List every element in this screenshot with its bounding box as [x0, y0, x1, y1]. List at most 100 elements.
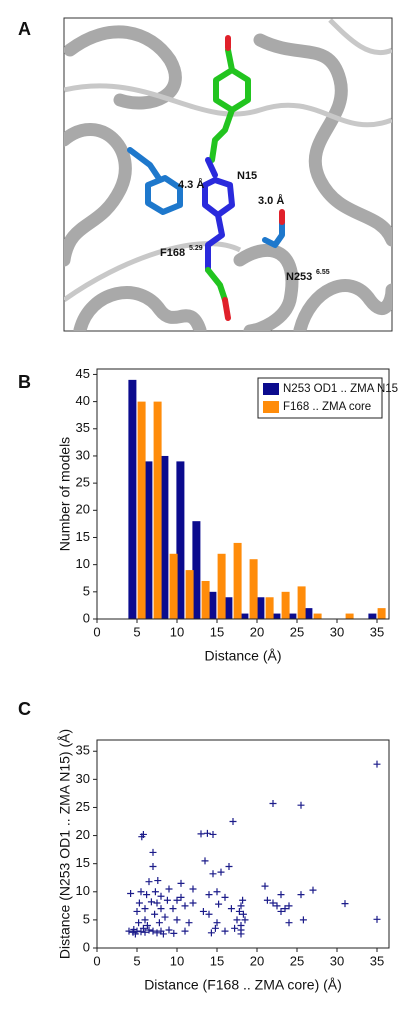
point	[211, 924, 219, 932]
x-tick-label: 35	[370, 624, 384, 639]
point	[125, 927, 133, 935]
y-tick-label: 25	[76, 799, 90, 814]
x-tick-label: 15	[210, 624, 224, 639]
point	[231, 924, 239, 932]
point	[237, 926, 245, 934]
y-tick-label: 0	[83, 939, 90, 954]
legend-swatch	[263, 401, 279, 413]
point	[149, 927, 157, 935]
point	[217, 868, 225, 876]
point	[205, 891, 213, 899]
x-tick-label: 10	[170, 953, 184, 968]
point	[127, 889, 135, 897]
bar	[249, 559, 258, 619]
point	[173, 896, 181, 904]
y-tick-label: 45	[76, 366, 90, 381]
point	[145, 878, 153, 886]
bar	[304, 608, 313, 619]
bar	[176, 461, 185, 619]
point	[130, 925, 138, 933]
bar	[297, 586, 306, 619]
bar	[224, 597, 233, 619]
point	[209, 830, 217, 838]
point	[141, 905, 149, 913]
point	[207, 929, 215, 937]
x-tick-label: 25	[290, 953, 304, 968]
y-axis-label: Distance (N253 OD1 .. ZMA N15) (Å)	[57, 729, 73, 959]
bar	[233, 542, 242, 619]
point	[263, 896, 271, 904]
point	[277, 891, 285, 899]
point	[341, 900, 349, 908]
point	[235, 907, 243, 915]
bar	[169, 553, 178, 619]
point	[197, 830, 205, 838]
point	[169, 905, 177, 913]
point	[309, 886, 317, 894]
y-tick-label: 35	[76, 420, 90, 435]
point	[141, 916, 149, 924]
bar	[208, 591, 217, 619]
point	[373, 915, 381, 923]
x-tick-label: 0	[93, 953, 100, 968]
bar	[345, 613, 354, 619]
x-tick-label: 5	[133, 624, 140, 639]
point	[181, 927, 189, 935]
point	[285, 919, 293, 927]
bar	[144, 461, 153, 619]
point	[277, 907, 285, 915]
point	[177, 879, 185, 887]
point	[221, 927, 229, 935]
bar	[153, 401, 162, 619]
point	[163, 896, 171, 904]
point	[241, 916, 249, 924]
point	[215, 900, 223, 908]
point	[209, 870, 217, 878]
point	[227, 905, 235, 913]
bar	[256, 597, 265, 619]
bar	[185, 570, 194, 619]
x-tick-label: 20	[250, 624, 264, 639]
point	[153, 899, 161, 907]
point	[151, 910, 159, 918]
annotation-superscript: 6.55	[316, 269, 330, 276]
point	[165, 885, 173, 893]
point	[137, 888, 145, 896]
x-tick-label: 0	[93, 624, 100, 639]
y-tick-label: 30	[76, 447, 90, 462]
point	[139, 830, 147, 838]
point	[157, 892, 165, 900]
bar	[377, 608, 386, 619]
y-tick-label: 10	[76, 556, 90, 571]
point	[237, 902, 245, 910]
point	[165, 926, 173, 934]
point	[133, 907, 141, 915]
structure-image: 4.3 Å N15 3.0 Å F168 5.29 N253 6.55	[63, 17, 393, 332]
point	[239, 896, 247, 904]
point	[159, 930, 167, 938]
y-tick-label: 15	[76, 529, 90, 544]
panel-label: A	[18, 19, 31, 39]
y-tick-label: 0	[83, 610, 90, 625]
x-tick-label: 20	[250, 953, 264, 968]
annotation: N15	[237, 170, 257, 182]
x-tick-label: 25	[290, 624, 304, 639]
x-tick-label: 15	[210, 953, 224, 968]
point	[221, 893, 229, 901]
point	[139, 924, 147, 932]
bar	[217, 553, 226, 619]
bar	[265, 597, 274, 619]
y-tick-label: 10	[76, 883, 90, 898]
point	[149, 848, 157, 856]
point	[201, 857, 209, 865]
point	[239, 910, 247, 918]
point	[185, 919, 193, 927]
point	[213, 919, 221, 927]
point	[203, 829, 211, 837]
y-tick-label: 15	[76, 855, 90, 870]
x-tick-label: 10	[170, 624, 184, 639]
point	[135, 899, 143, 907]
x-tick-label: 5	[133, 953, 140, 968]
point	[199, 907, 207, 915]
point	[269, 800, 277, 808]
